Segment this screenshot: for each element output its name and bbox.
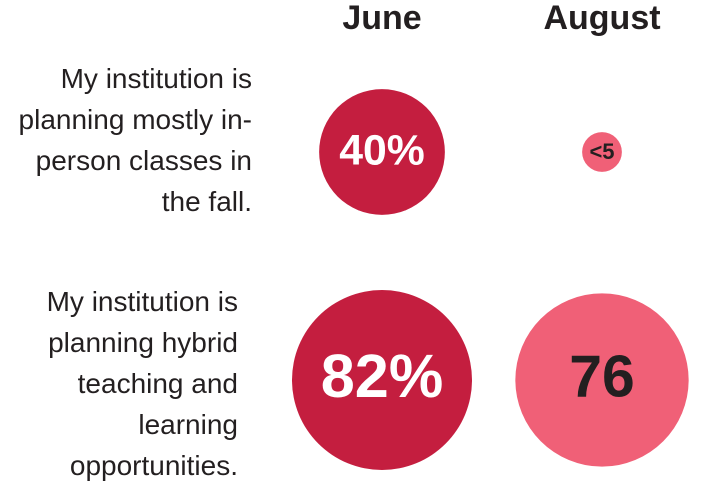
row-label: My institution is planning mostly in-per… <box>18 63 252 217</box>
row-label: My institution is planning hybrid teachi… <box>46 286 238 481</box>
value-label: 76 <box>569 345 635 410</box>
value-label: 40% <box>339 126 425 174</box>
column-header: June <box>342 0 421 37</box>
value-label: <5 <box>589 139 614 164</box>
bubble <box>515 293 689 467</box>
bubble <box>291 289 473 471</box>
bubble <box>319 89 445 215</box>
bubble <box>582 132 622 172</box>
value-label: 82% <box>321 342 443 410</box>
column-header: August <box>543 0 660 37</box>
